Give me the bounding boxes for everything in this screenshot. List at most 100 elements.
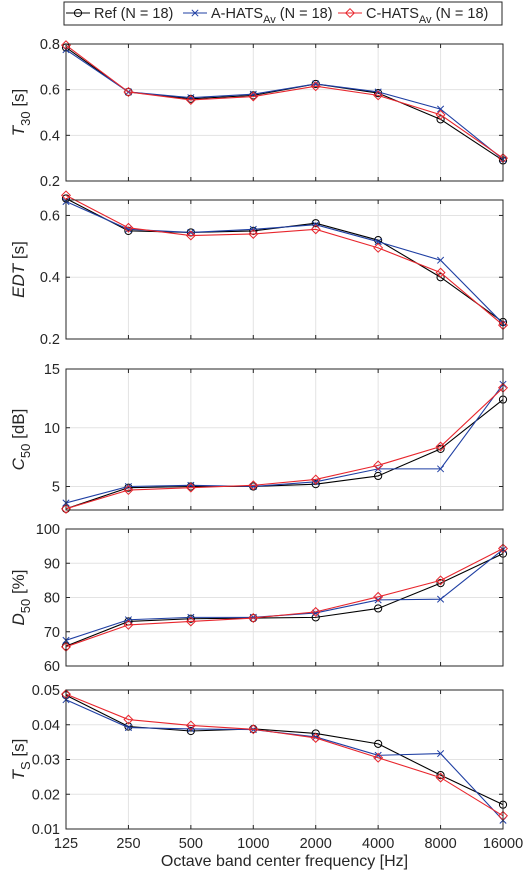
data-point-marker xyxy=(435,772,446,783)
panel-3: 5 10 15 C50 [dB] xyxy=(9,362,509,514)
data-point-marker xyxy=(60,503,72,514)
legend-label: A-HATSAv (N = 18) xyxy=(211,6,333,26)
data-point-marker xyxy=(374,471,383,481)
legend-label-tail: (N = 18) xyxy=(432,6,489,22)
data-point-marker xyxy=(436,579,445,588)
y-axis-label: D50 [%] xyxy=(9,569,33,625)
axes-frame xyxy=(65,199,504,340)
y-tick-label: 0.6 xyxy=(40,208,60,224)
data-point-marker xyxy=(437,595,445,603)
data-point-marker xyxy=(123,222,134,233)
y-axis-label-main: C xyxy=(9,457,28,470)
y-tick-label: 5 xyxy=(52,480,60,496)
data-point-marker xyxy=(436,115,445,124)
data-point-marker xyxy=(248,724,259,735)
y-axis-label-subscript: 30 xyxy=(18,111,33,125)
data-point-marker xyxy=(124,482,132,491)
data-point-marker xyxy=(248,613,259,624)
y-axis-label: EDT [s] xyxy=(9,241,28,298)
data-point-marker xyxy=(124,723,132,732)
y-tick-label: 100 xyxy=(36,522,60,538)
y-tick-label: 70 xyxy=(44,625,60,641)
y-tick-label: 0.6 xyxy=(40,83,60,99)
data-point-marker xyxy=(310,732,321,743)
y-tick-label: 0.01 xyxy=(32,822,60,838)
y-axis-label-subscript: S xyxy=(18,761,33,770)
data-point-marker xyxy=(310,81,321,92)
data-point-marker xyxy=(374,88,382,96)
y-axis-label-main: T xyxy=(9,124,28,136)
legend-label-main: A-HATS xyxy=(211,6,263,22)
y-tick-label: 0.05 xyxy=(32,683,60,699)
data-point-marker xyxy=(185,94,196,105)
panel-5: 0.01 0.02 0.03 0.04 0.05 TS [s] 125 250 500 1000 2… xyxy=(9,683,523,870)
y-axis-label-main: EDT xyxy=(9,262,28,298)
data-point-marker xyxy=(124,616,132,624)
data-point-marker xyxy=(187,725,195,733)
data-point-marker xyxy=(437,750,445,758)
series-line-1 xyxy=(65,399,504,510)
legend-label-subscript: Av xyxy=(263,14,276,26)
y-tick-label: 0.2 xyxy=(40,332,60,348)
data-point-marker xyxy=(248,91,259,102)
data-point-marker xyxy=(186,614,195,623)
legend: Ref (N = 18) A-HATSAv (N = 18) C-HATSAv (N… xyxy=(63,1,503,26)
y-tick-label: 90 xyxy=(44,556,60,572)
data-point-marker xyxy=(312,609,320,617)
data-point-marker xyxy=(310,606,321,617)
series-line-2 xyxy=(65,201,504,324)
x-tick-label: 8000 xyxy=(424,836,456,852)
data-point-marker xyxy=(123,485,134,496)
series-line-1 xyxy=(65,694,504,806)
legend-label-subscript: Av xyxy=(419,14,432,26)
axes-frame xyxy=(65,43,504,182)
y-axis-label-unit: [s] xyxy=(9,241,28,264)
y-axis-label-unit: [%] xyxy=(9,569,28,598)
legend-box xyxy=(63,1,503,26)
y-axis-label-unit: [s] xyxy=(9,89,28,112)
y-axis-label-unit: [dB] xyxy=(9,409,28,444)
data-point-marker xyxy=(436,771,445,780)
axes-frame xyxy=(65,368,504,511)
x-tick-label: 250 xyxy=(116,836,140,852)
data-point-marker xyxy=(373,242,384,253)
data-point-marker xyxy=(185,482,196,493)
legend-label: C-HATSAv (N = 18) xyxy=(366,6,488,26)
data-point-marker xyxy=(310,224,321,235)
legend-entry-3: C-HATSAv (N = 18) xyxy=(338,6,488,26)
series-line-1 xyxy=(65,46,504,161)
data-point-marker xyxy=(248,228,259,239)
data-point-marker xyxy=(123,619,134,630)
data-point-marker xyxy=(373,752,384,763)
data-point-marker xyxy=(435,109,446,120)
data-point-marker xyxy=(374,238,382,246)
data-point-marker xyxy=(373,460,384,471)
y-axis-label: C50 [dB] xyxy=(9,409,33,471)
data-point-marker xyxy=(187,228,195,236)
x-tick-label: 125 xyxy=(54,836,78,852)
x-tick-label: 2000 xyxy=(300,836,332,852)
data-point-marker xyxy=(311,219,320,228)
data-point-marker xyxy=(123,714,134,725)
data-point-marker xyxy=(311,480,320,489)
series-line-3 xyxy=(65,548,504,648)
data-point-marker xyxy=(436,444,445,453)
legend-entry-1: Ref (N = 18) xyxy=(66,6,173,22)
data-point-marker xyxy=(435,267,446,278)
y-tick-label: 0.2 xyxy=(40,174,60,190)
legend-marker xyxy=(73,8,83,18)
data-point-marker xyxy=(437,256,445,264)
y-axis-label-main: T xyxy=(9,768,28,780)
legend-label-main: Ref (N = 18) xyxy=(94,6,173,22)
legend-marker xyxy=(344,7,356,19)
data-point-marker xyxy=(435,575,446,586)
y-axis-label-unit: [s] xyxy=(9,739,28,762)
y-tick-label: 10 xyxy=(44,421,60,437)
data-point-marker xyxy=(186,726,195,736)
data-point-marker xyxy=(310,474,321,485)
x-tick-label: 500 xyxy=(179,836,203,852)
x-tick-label: 4000 xyxy=(362,836,394,852)
legend-marker xyxy=(191,9,199,17)
y-tick-label: 0.4 xyxy=(40,128,60,144)
